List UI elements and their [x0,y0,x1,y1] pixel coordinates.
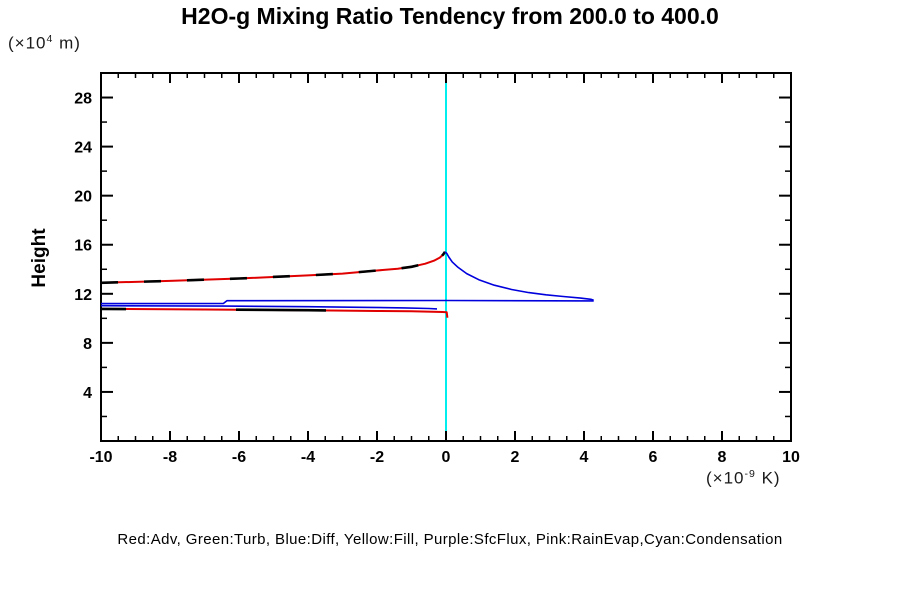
diff-blue-lower-curve [100,304,438,310]
x-tick-label: 10 [782,449,800,466]
x-tick-label: -8 [163,449,177,466]
y-tick-label: 4 [83,385,92,402]
x-unit-prefix: (×10 [706,468,745,488]
x-tick-label: 8 [718,449,727,466]
y-axis-unit-label: (×104 m) [8,33,81,54]
y-tick-label: 20 [74,189,92,206]
x-unit-suffix: K) [755,468,781,488]
x-tick-label: 0 [442,449,451,466]
x-tick-label: -6 [232,449,246,466]
legend-text: Red:Adv, Green:Turb, Blue:Diff, Yellow:F… [117,531,783,548]
y-unit-exponent: 4 [46,33,54,45]
y-tick-label: 16 [74,238,92,255]
y-unit-suffix: m) [53,33,81,53]
x-axis-unit-label: (×10-9 K) [706,468,781,489]
y-tick-label: 28 [74,91,92,108]
y-tick-label: 24 [74,140,92,157]
chart-title: H2O-g Mixing Ratio Tendency from 200.0 t… [181,3,719,29]
x-unit-exponent: -9 [744,468,756,480]
diff-blue-return-curve [100,299,594,305]
x-tick-label: 2 [511,449,520,466]
y-tick-label: 12 [74,287,92,304]
x-tick-label: -10 [89,449,112,466]
x-tick-label: 4 [580,449,589,466]
x-tick-label: -4 [301,449,315,466]
diff-blue-peak-curve [444,251,594,301]
y-unit-prefix: (×10 [8,33,47,53]
y-tick-label: 8 [83,336,92,353]
total-black-dashed-upper-curve [100,251,447,285]
x-tick-label: 6 [649,449,658,466]
x-tick-label: -2 [370,449,384,466]
